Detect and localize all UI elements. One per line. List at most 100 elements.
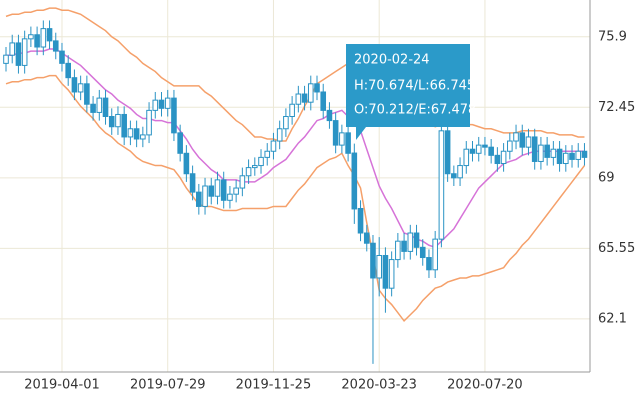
candle-body [301, 93, 308, 103]
candle-body [569, 152, 575, 160]
candle-body [233, 187, 239, 195]
candle-body [538, 144, 544, 162]
candle-body [451, 173, 457, 179]
candle-body [457, 165, 463, 179]
bands [5, 7, 586, 323]
candle-body [3, 54, 9, 64]
candle-body [65, 62, 72, 79]
tooltip-title: 2020-02-24 [354, 53, 430, 68]
candle-body [531, 136, 538, 162]
candle-body [575, 150, 582, 160]
candle-body [252, 165, 258, 169]
candle-body [90, 103, 96, 113]
candle-body [314, 83, 320, 93]
candle-body [84, 83, 90, 105]
candle-body [363, 232, 370, 244]
candle-body [550, 148, 557, 158]
candle-body [214, 179, 221, 197]
candle-body [283, 116, 289, 130]
x-tick-label: 2019-07-29 [130, 378, 206, 393]
x-tick-label: 2020-07-20 [447, 378, 523, 393]
candle-body [463, 148, 470, 167]
candle-body [171, 97, 177, 134]
candle-body [164, 97, 171, 109]
candle-body [270, 140, 277, 152]
candle-body [146, 109, 152, 136]
candle-body [376, 254, 382, 279]
tooltip-line: H:70.674/L:66.745 [354, 79, 475, 94]
candle-body [239, 175, 246, 189]
grid [0, 0, 590, 372]
candle-body [264, 150, 271, 158]
tooltip-box [346, 44, 470, 140]
candle-body [208, 185, 215, 197]
candle-body [46, 28, 53, 42]
candle-body [563, 152, 569, 165]
candle-body [183, 152, 190, 175]
candle-body [158, 99, 165, 109]
axis-labels: 62.1 65.55 69 72.45 75.9 2019-04-01 2019-07-29… [24, 29, 635, 392]
candle-body [71, 77, 78, 93]
candle-body [326, 109, 333, 122]
candle-body [519, 132, 526, 148]
candle-body [426, 257, 432, 271]
candle-body [513, 132, 519, 142]
candle-body [419, 246, 426, 259]
candle-body [544, 144, 550, 158]
tooltip: 2020-02-24 H:70.674/L:66.745 O:70.212/E:… [346, 44, 476, 140]
candle-body [108, 116, 115, 128]
candle-body [96, 97, 103, 113]
candle-body [432, 238, 438, 271]
candle-body [370, 242, 376, 279]
candle-body [59, 50, 65, 64]
candle-body [438, 130, 445, 240]
candle-body [488, 146, 494, 156]
candle-body [500, 150, 507, 165]
candle-body [52, 40, 59, 52]
candle-body [507, 140, 513, 152]
candle-body [34, 34, 40, 48]
candle-body [189, 173, 196, 193]
y-tick-label: 75.9 [598, 29, 627, 44]
candle-body [307, 83, 314, 103]
candle-body [444, 130, 451, 175]
candle-body [475, 144, 482, 154]
candle-body [332, 120, 339, 146]
candle-body [245, 167, 252, 177]
y-tick-label: 69 [598, 170, 615, 185]
candle-body [351, 152, 358, 210]
candle-body [127, 128, 134, 138]
candles [3, 20, 588, 364]
candle-body [21, 38, 28, 66]
candle-body [115, 113, 121, 128]
candle-body [556, 148, 563, 165]
y-tick-label: 65.55 [598, 241, 635, 256]
candle-body [407, 232, 414, 252]
candle-body [102, 97, 109, 118]
candle-body [469, 148, 476, 154]
candle-body [581, 150, 588, 158]
candle-body [295, 93, 302, 105]
candle-body [196, 191, 202, 207]
candle-body [220, 179, 227, 201]
band-line [5, 74, 586, 323]
candle-body [202, 185, 208, 207]
candle-body [482, 144, 488, 148]
candle-body [121, 113, 127, 138]
candle-body [382, 254, 389, 289]
candle-body [525, 136, 532, 148]
candle-body [40, 28, 47, 48]
candle-body [276, 128, 283, 142]
band-line [5, 7, 585, 142]
x-tick-label: 2019-11-25 [236, 378, 312, 393]
candle-body [339, 132, 345, 146]
y-tick-label: 62.1 [598, 311, 627, 326]
candle-body [140, 134, 146, 140]
candle-body [413, 232, 420, 248]
y-tick-label: 72.45 [598, 100, 635, 115]
candle-body [28, 34, 34, 40]
tooltip-line: O:70.212/E:67.478 [354, 103, 476, 118]
candle-body [258, 156, 264, 167]
band-line [6, 48, 585, 249]
